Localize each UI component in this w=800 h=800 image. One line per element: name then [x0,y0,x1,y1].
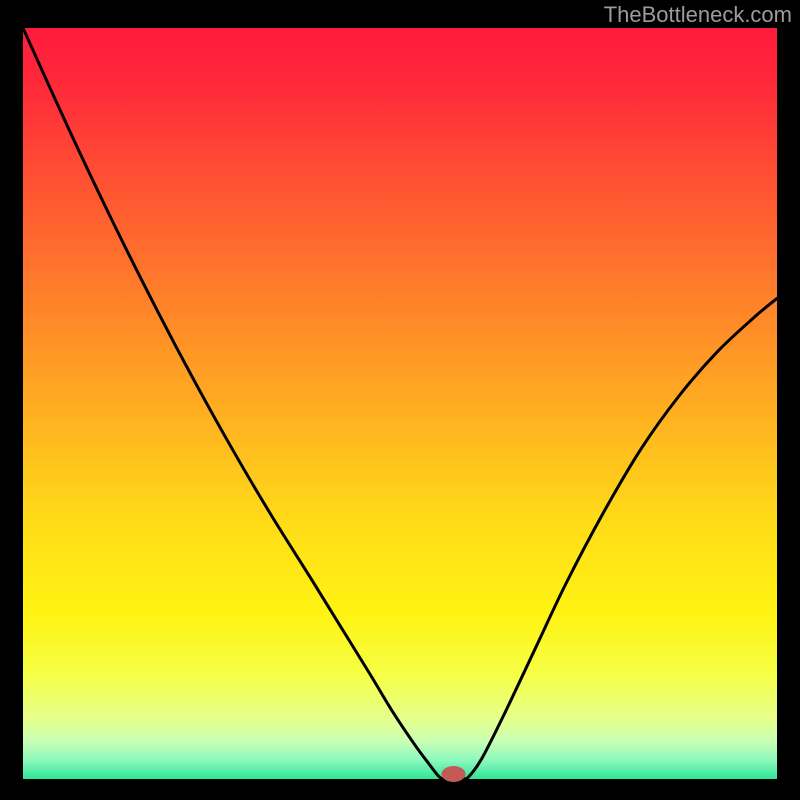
optimal-point-marker [442,766,466,782]
watermark-text: TheBottleneck.com [604,2,792,28]
bottleneck-chart [0,0,800,800]
chart-container: TheBottleneck.com [0,0,800,800]
plot-background [23,28,777,779]
